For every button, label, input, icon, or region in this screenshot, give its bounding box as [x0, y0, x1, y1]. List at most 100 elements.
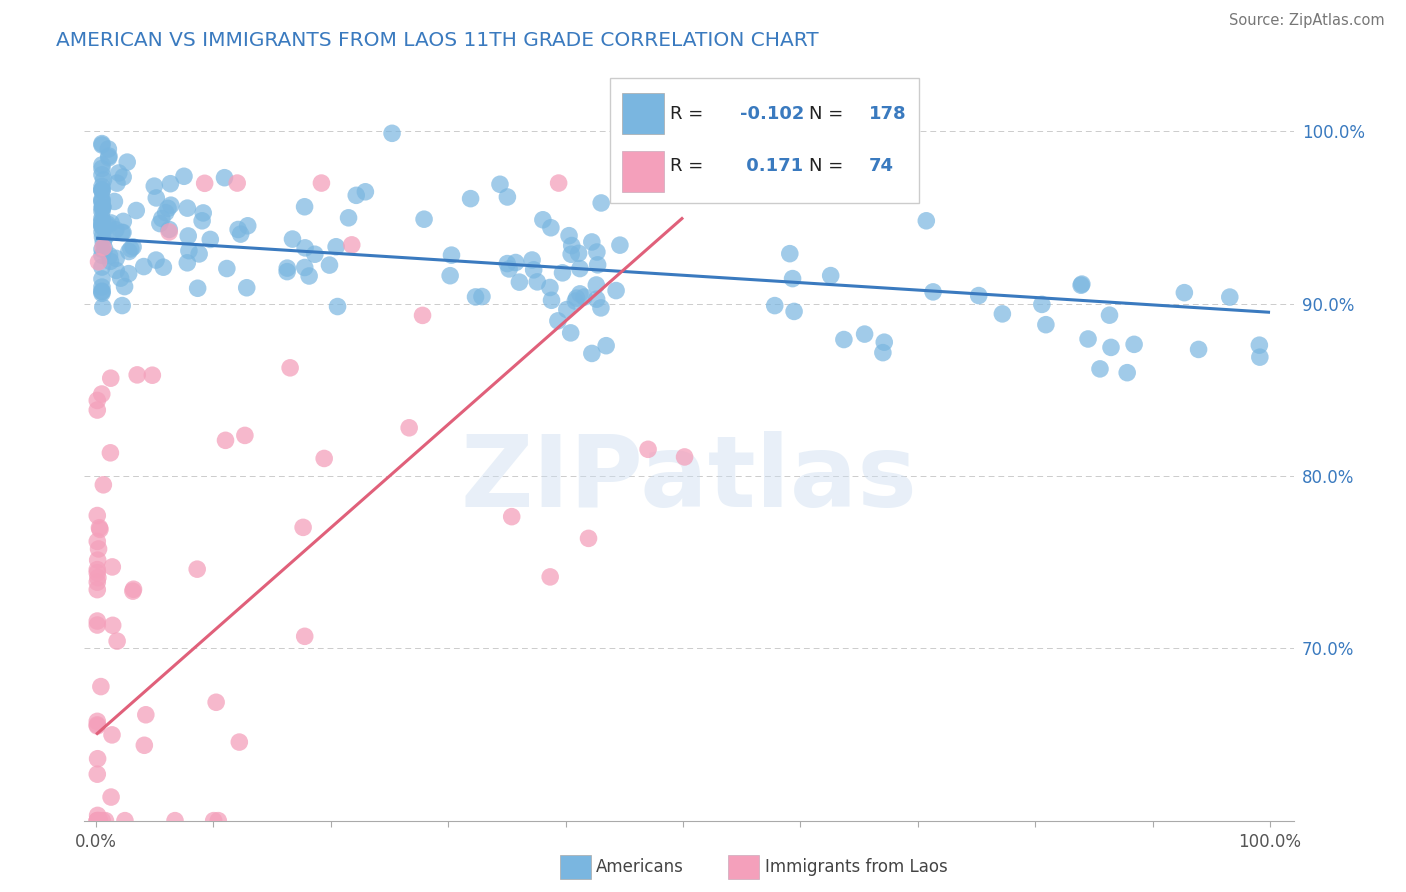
Text: Americans: Americans — [596, 858, 685, 876]
Point — [215, 261, 238, 276]
Text: 178: 178 — [869, 105, 907, 123]
Point — [294, 629, 316, 643]
Point — [86, 814, 108, 828]
Text: 74: 74 — [869, 157, 894, 175]
Point — [1098, 308, 1121, 322]
Point — [311, 176, 333, 190]
Point — [86, 534, 108, 549]
Point — [86, 582, 108, 597]
Point — [86, 752, 108, 766]
Point — [86, 508, 108, 523]
Point — [143, 179, 166, 194]
Point — [229, 227, 252, 241]
Text: N =: N = — [808, 157, 842, 175]
Point — [173, 169, 195, 184]
Point — [97, 149, 120, 163]
Point — [967, 288, 990, 302]
Point — [226, 176, 249, 190]
Point — [87, 541, 110, 556]
Point — [100, 371, 122, 385]
Point — [159, 177, 181, 191]
Point — [589, 301, 612, 315]
Point — [538, 570, 561, 584]
Point — [86, 814, 108, 828]
Point — [91, 230, 114, 244]
Point — [202, 814, 225, 828]
Point — [460, 192, 482, 206]
Point — [91, 200, 114, 214]
Point — [191, 214, 214, 228]
Point — [90, 387, 112, 401]
Point — [555, 302, 578, 317]
Point — [214, 170, 236, 185]
Point — [326, 300, 349, 314]
Point — [91, 183, 114, 197]
Point — [163, 814, 186, 828]
Point — [560, 326, 582, 340]
Point — [508, 275, 530, 289]
Point — [853, 327, 876, 342]
Point — [820, 268, 842, 283]
Point — [91, 136, 114, 151]
Point — [294, 260, 316, 275]
Point — [278, 360, 301, 375]
Point — [93, 173, 115, 187]
Point — [651, 176, 673, 190]
Point — [354, 185, 377, 199]
Point — [872, 345, 894, 359]
Point — [276, 265, 298, 279]
Point — [187, 281, 209, 295]
Point — [91, 219, 114, 234]
Point — [531, 212, 554, 227]
FancyBboxPatch shape — [623, 94, 664, 134]
Point — [122, 582, 145, 597]
Point — [207, 814, 229, 828]
Point — [779, 246, 801, 260]
Point — [520, 252, 543, 267]
Point — [100, 254, 122, 268]
Point — [558, 228, 581, 243]
Point — [176, 256, 198, 270]
Point — [112, 214, 135, 228]
Point — [585, 292, 607, 306]
Point — [152, 260, 174, 275]
Point — [105, 634, 128, 648]
Point — [381, 126, 404, 140]
Point — [1077, 332, 1099, 346]
Point — [228, 735, 250, 749]
Point — [193, 206, 215, 220]
Point — [120, 242, 142, 256]
Point — [86, 575, 108, 590]
Point — [86, 767, 108, 781]
Point — [1070, 278, 1092, 293]
Point — [340, 238, 363, 252]
Point — [91, 243, 114, 257]
Point — [105, 252, 128, 266]
Point — [86, 566, 108, 580]
Point — [91, 211, 114, 226]
Point — [281, 232, 304, 246]
Point — [103, 194, 125, 209]
Point — [547, 314, 569, 328]
Point — [94, 814, 117, 828]
Point — [91, 814, 114, 828]
Point — [111, 299, 134, 313]
Point — [440, 248, 463, 262]
Point — [94, 229, 117, 244]
Point — [186, 562, 208, 576]
Point — [763, 299, 786, 313]
Point — [91, 219, 114, 234]
Point — [1249, 338, 1271, 352]
Point — [91, 204, 114, 219]
Point — [93, 478, 115, 492]
Point — [91, 201, 114, 215]
Point — [304, 247, 326, 261]
Point — [1123, 337, 1146, 351]
Point — [108, 166, 131, 180]
Point — [100, 216, 122, 230]
Text: ZIPatlas: ZIPatlas — [461, 431, 917, 528]
Point — [93, 242, 115, 256]
Point — [568, 286, 591, 301]
Point — [226, 222, 249, 236]
Point — [91, 248, 114, 262]
